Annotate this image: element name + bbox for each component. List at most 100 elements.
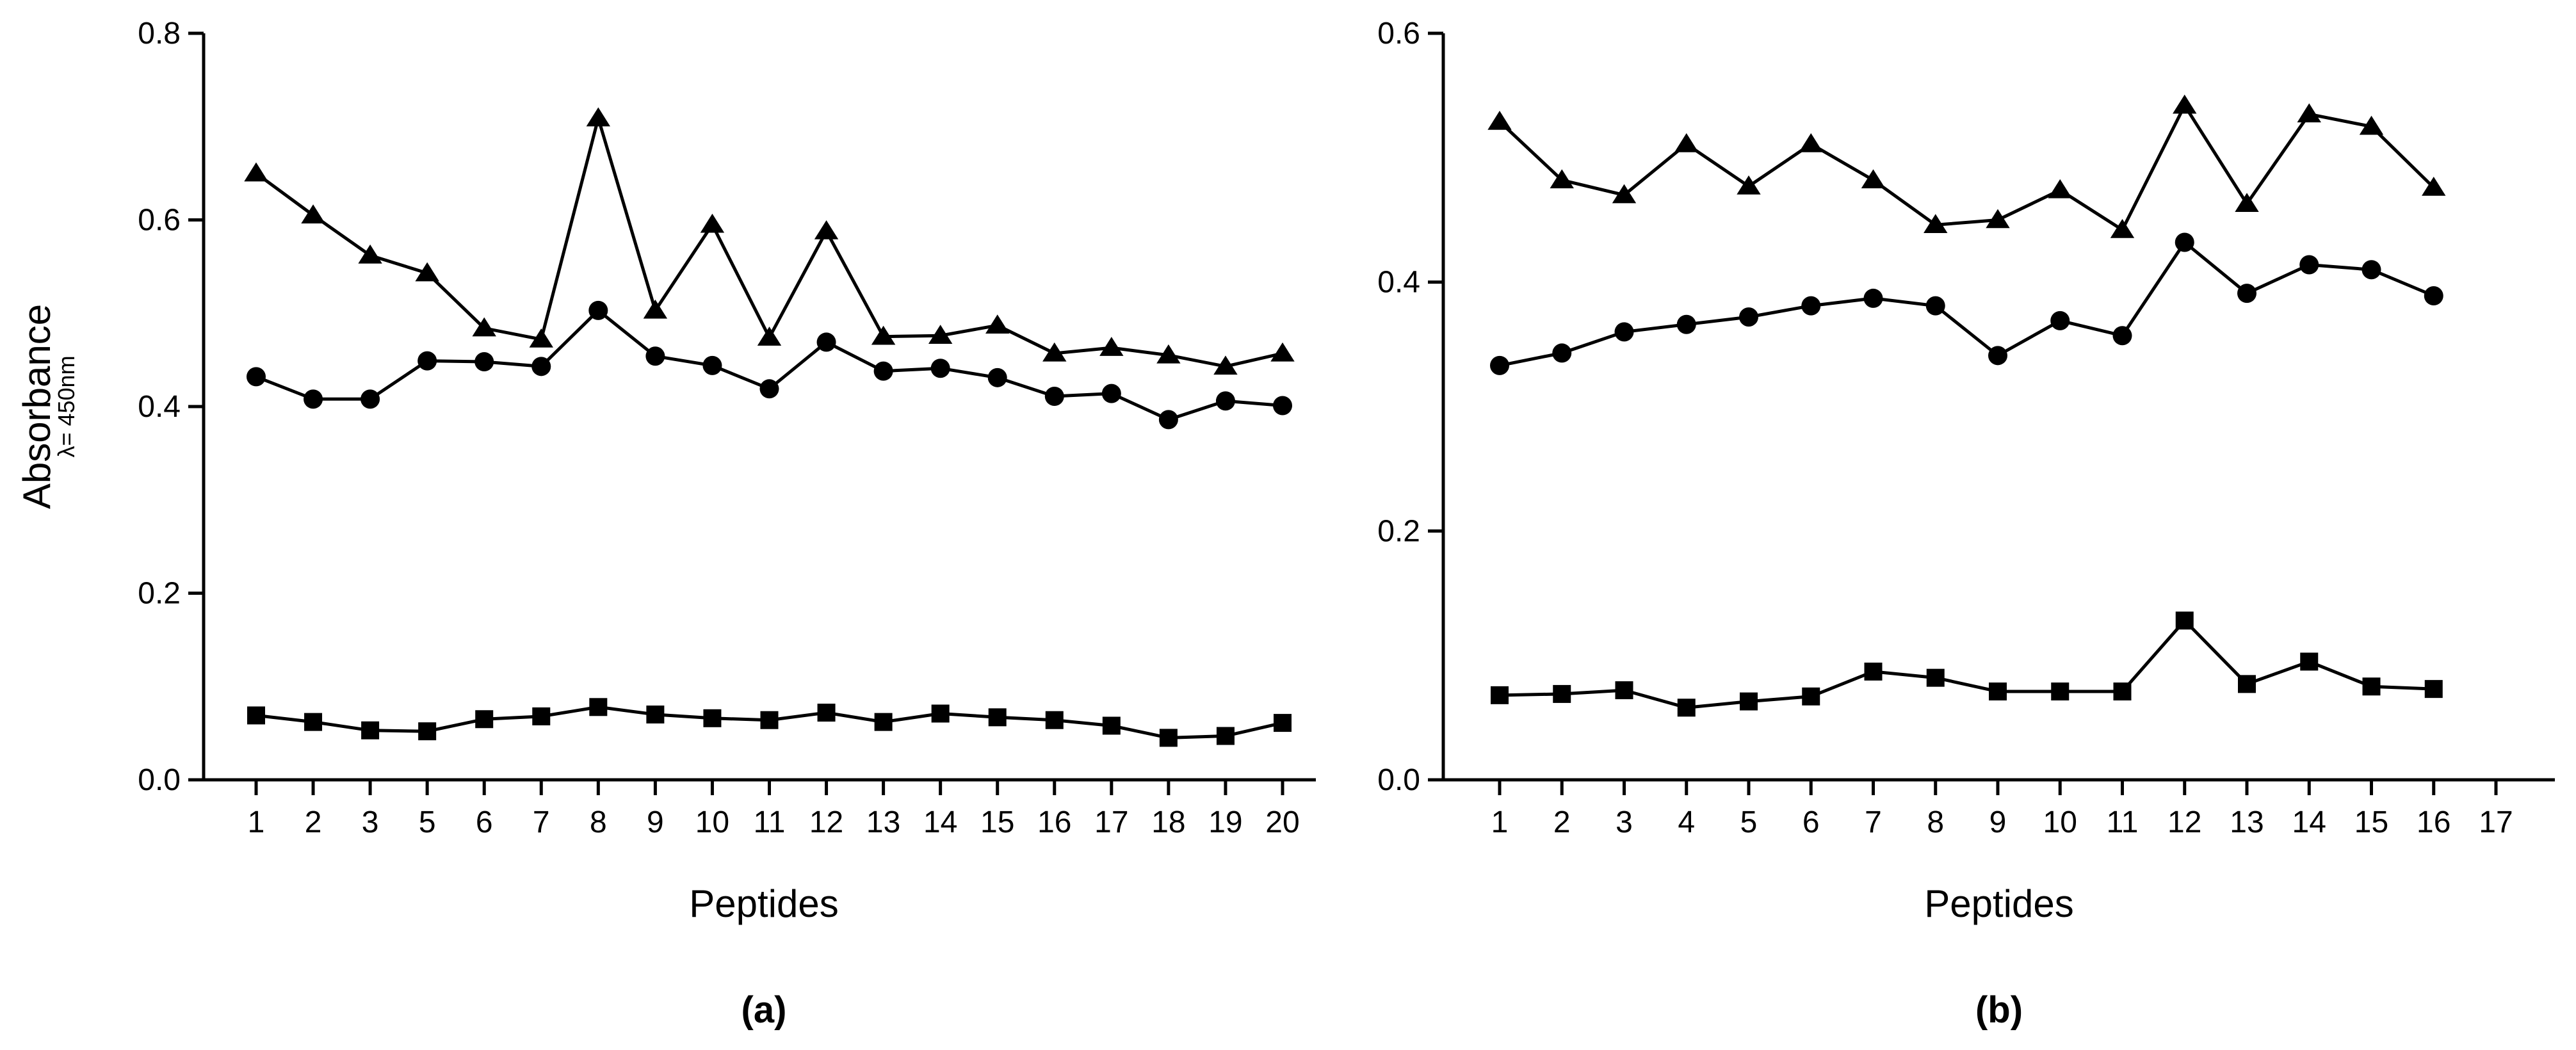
x-tick-label: 4 [1678, 805, 1695, 839]
x-tick-label: 15 [980, 805, 1014, 839]
data-point-square [475, 710, 494, 729]
data-point-triangle [1099, 337, 1124, 356]
x-tick-label: 8 [1927, 805, 1944, 839]
data-point-square [247, 706, 265, 725]
panel-b: 0.00.20.40.6 1 2 3 4 5 6 7 8 9 10 11 12 13 14 15 16 17 P… [1377, 17, 2555, 1031]
data-point-triangle [2235, 193, 2259, 212]
x-tick-label: 2 [305, 805, 322, 839]
x-tick-label: 12 [809, 805, 843, 839]
data-point-square [1491, 686, 1509, 704]
data-point-triangle [1156, 344, 1181, 364]
data-point-square [418, 722, 437, 741]
series-layer [244, 107, 1295, 747]
data-point-triangle [928, 325, 953, 344]
y-tick-label: 0.8 [138, 17, 181, 51]
data-point-square [646, 705, 665, 723]
data-point-circle [1614, 322, 1634, 342]
data-point-triangle [1737, 175, 1761, 195]
data-point-square [532, 707, 551, 725]
data-point-circle [2361, 260, 2381, 280]
x-tick-label: 7 [533, 805, 550, 839]
data-point-triangle [415, 262, 439, 282]
data-point-triangle [1270, 342, 1295, 362]
data-point-triangle [1550, 169, 1574, 189]
x-tick-label: 10 [2043, 805, 2077, 839]
x-tick-label: 11 [2107, 805, 2139, 839]
y-tick-label: 0.4 [138, 390, 181, 424]
data-point-square [703, 709, 722, 727]
data-point-triangle [472, 317, 496, 337]
data-point-circle [1273, 396, 1292, 416]
x-axis-title: Peptides [689, 882, 839, 925]
data-point-triangle [244, 162, 268, 182]
data-point-circle [759, 379, 779, 399]
x-tick-label: 11 [754, 805, 786, 839]
x-ticks: 1 2 3 4 5 6 7 8 9 10 11 12 13 14 15 16 17 [1491, 780, 2513, 839]
data-point-square [1553, 684, 1571, 703]
x-tick-label: 2 [1553, 805, 1571, 839]
data-point-circle [987, 368, 1007, 387]
data-point-circle [1988, 346, 2007, 366]
y-tick-label: 0.2 [1377, 514, 1420, 548]
data-point-triangle [1924, 214, 1948, 234]
y-tick-label: 0.0 [138, 763, 181, 797]
data-point-circle [2112, 326, 2132, 346]
data-point-circle [1044, 386, 1064, 406]
data-point-square [1864, 662, 1883, 681]
data-point-circle [1490, 355, 1509, 375]
data-point-circle [873, 361, 893, 381]
data-point-square [1802, 687, 1820, 706]
x-tick-label: 17 [1094, 805, 1128, 839]
data-point-circle [1101, 384, 1121, 403]
x-tick-label: 14 [2292, 805, 2326, 839]
data-point-circle [2237, 284, 2256, 303]
data-point-square [1274, 714, 1292, 732]
data-point-circle [474, 352, 494, 372]
y-ticks: 0.0 0.2 0.4 0.6 [1377, 17, 1443, 797]
data-point-square [1045, 711, 1064, 729]
data-point-triangle [700, 213, 725, 233]
data-point-circle [2299, 255, 2319, 275]
panel-a: 0.00.20.40.60.8 1 2 3 5 6 7 8 9 10 11 12 13 14 15 16 17… [15, 17, 1316, 1031]
data-point-circle [816, 332, 836, 352]
data-point-circle [360, 389, 380, 409]
data-point-square [589, 698, 608, 716]
data-point-square [874, 713, 893, 731]
x-tick-label: 6 [476, 805, 493, 839]
data-point-circle [2175, 232, 2194, 252]
data-point-square [2300, 652, 2319, 671]
series-layer [1487, 94, 2446, 717]
data-point-circle [588, 300, 608, 320]
data-point-triangle [757, 327, 782, 346]
data-point-triangle [1674, 133, 1699, 152]
y-tick-label: 0.2 [138, 577, 181, 611]
x-tick-label: 10 [695, 805, 729, 839]
data-point-triangle [2297, 103, 2321, 123]
x-tick-label: 16 [1037, 805, 1071, 839]
x-tick-label: 9 [1989, 805, 2007, 839]
data-point-square [1989, 682, 2007, 701]
data-point-triangle [985, 314, 1010, 334]
data-point-triangle [2110, 219, 2135, 238]
data-point-triangle [643, 299, 668, 319]
x-tick-label: 5 [419, 805, 436, 839]
y-axis-subtitle: λ= 450nm [53, 355, 79, 457]
data-point-circle [1801, 296, 1821, 316]
data-point-triangle [1861, 169, 1886, 189]
data-point-triangle [358, 244, 382, 264]
x-axis-title: Peptides [1924, 882, 2074, 925]
data-point-square [931, 704, 950, 723]
series-line-circle [1499, 239, 2434, 368]
x-tick-label: 15 [2354, 805, 2388, 839]
data-point-square [1677, 699, 1696, 717]
data-point-triangle [871, 325, 896, 345]
data-point-square [1216, 727, 1235, 745]
x-tick-label: 13 [2230, 805, 2264, 839]
y-tick-label: 0.6 [138, 204, 181, 238]
data-point-circle [2050, 311, 2070, 330]
data-point-triangle [1213, 355, 1238, 375]
series-line-triangle [1498, 102, 2435, 232]
data-point-square [817, 704, 836, 722]
x-tick-label: 18 [1151, 805, 1185, 839]
series-line-square [1499, 618, 2434, 709]
